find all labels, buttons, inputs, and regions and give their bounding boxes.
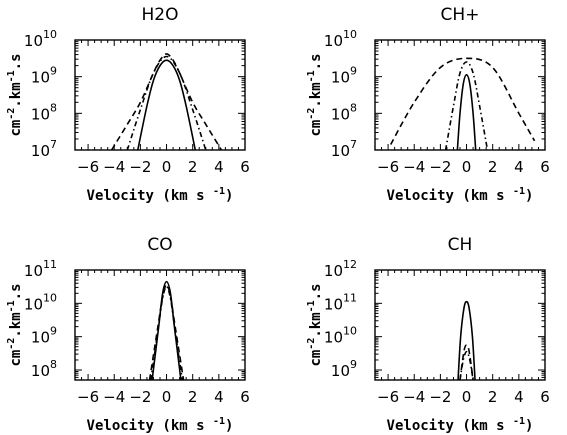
x-tick-label: 4: [214, 158, 224, 176]
x-tick-label: 2: [188, 158, 198, 176]
series-line-solid: [136, 59, 197, 150]
x-tick-label: −6: [377, 158, 399, 176]
x-tick-label: 0: [162, 388, 172, 406]
y-tick-label: 1010: [24, 28, 57, 50]
y-tick-label: 108: [331, 101, 357, 123]
x-tick-label: −2: [129, 158, 151, 176]
x-tick-label: 4: [214, 388, 224, 406]
y-tick-label: 1012: [324, 258, 357, 280]
panel-title: H2O: [142, 5, 179, 25]
x-tick-label: 2: [488, 388, 498, 406]
x-tick-label: −6: [377, 388, 399, 406]
x-tick-label: 0: [462, 158, 472, 176]
y-tick-label: 1011: [324, 291, 357, 313]
series-line-dashdot: [126, 55, 207, 150]
x-tick-label: 0: [162, 158, 172, 176]
plot-frame: [74, 39, 246, 151]
panel-2: CO −6 −4 −2 0 2 4 6 108 109 1010 1011 Velocity (km s…: [6, 235, 250, 434]
y-tick-label: 1011: [24, 258, 57, 280]
panel-3: CH −6 −4 −2 0 2 4 6 109 1010 1011 1012 Velocity (km …: [306, 235, 550, 434]
x-tick-label: −2: [429, 388, 451, 406]
y-axis-label: cm-2.km-1.s: [6, 53, 24, 136]
x-tick-label: −2: [429, 158, 451, 176]
y-tick-label: 107: [31, 138, 57, 160]
x-axis-label: Velocity (km s -1): [387, 186, 534, 204]
y-tick-label: 1010: [324, 28, 357, 50]
x-tick-label: −6: [77, 158, 99, 176]
series-line-dashdot: [459, 350, 474, 380]
series-line-dashdot: [150, 285, 184, 380]
x-tick-label: −4: [103, 158, 125, 176]
x-axis-label: Velocity (km s -1): [87, 416, 234, 434]
panel-title: CO: [147, 235, 172, 255]
series-line-dashed: [389, 57, 536, 145]
x-tick-label: 2: [188, 388, 198, 406]
y-tick-label: 109: [331, 358, 357, 380]
y-tick-label: 1010: [24, 291, 57, 313]
y-tick-label: 108: [31, 358, 57, 380]
x-tick-label: 6: [240, 158, 250, 176]
panel-1: CH+ −6 −4 −2 0 2 4 6 107 108 109 1010 Velocity (km s…: [306, 5, 550, 204]
y-axis-label: cm-2.km-1.s: [306, 53, 324, 136]
x-axis-label: Velocity (km s -1): [387, 416, 534, 434]
plot-frame: [374, 39, 546, 151]
plot-frame: [374, 269, 546, 381]
x-tick-label: 6: [540, 388, 550, 406]
x-tick-label: 4: [514, 158, 524, 176]
x-tick-label: −4: [403, 158, 425, 176]
x-axis-label: Velocity (km s -1): [87, 186, 234, 204]
y-tick-label: 108: [31, 101, 57, 123]
panel-title: CH+: [441, 5, 480, 25]
plot-frame: [74, 269, 246, 381]
x-tick-label: −2: [129, 388, 151, 406]
series-line-solid: [457, 300, 476, 380]
y-axis-label: cm-2.km-1.s: [6, 283, 24, 366]
x-tick-label: −4: [403, 388, 425, 406]
series-line-dashdot: [444, 61, 489, 150]
x-tick-label: 0: [462, 388, 472, 406]
y-tick-label: 109: [31, 65, 57, 87]
y-tick-label: 109: [331, 65, 357, 87]
x-tick-label: −4: [103, 388, 125, 406]
x-tick-label: −6: [77, 388, 99, 406]
x-tick-label: 6: [540, 158, 550, 176]
x-tick-label: 2: [488, 158, 498, 176]
series-line-dashed: [110, 53, 223, 150]
panel-0: H2O −6 −4 −2 0 2 4 6 107 108 109 1010 Velocity (km s…: [6, 5, 250, 204]
y-tick-label: 107: [331, 138, 357, 160]
panel-title: CH: [448, 235, 473, 255]
y-tick-label: 109: [31, 325, 57, 347]
x-tick-label: 6: [240, 388, 250, 406]
y-axis-label: cm-2.km-1.s: [306, 283, 324, 366]
y-tick-label: 1010: [324, 325, 357, 347]
series-line-solid: [456, 74, 477, 150]
x-tick-label: 4: [514, 388, 524, 406]
